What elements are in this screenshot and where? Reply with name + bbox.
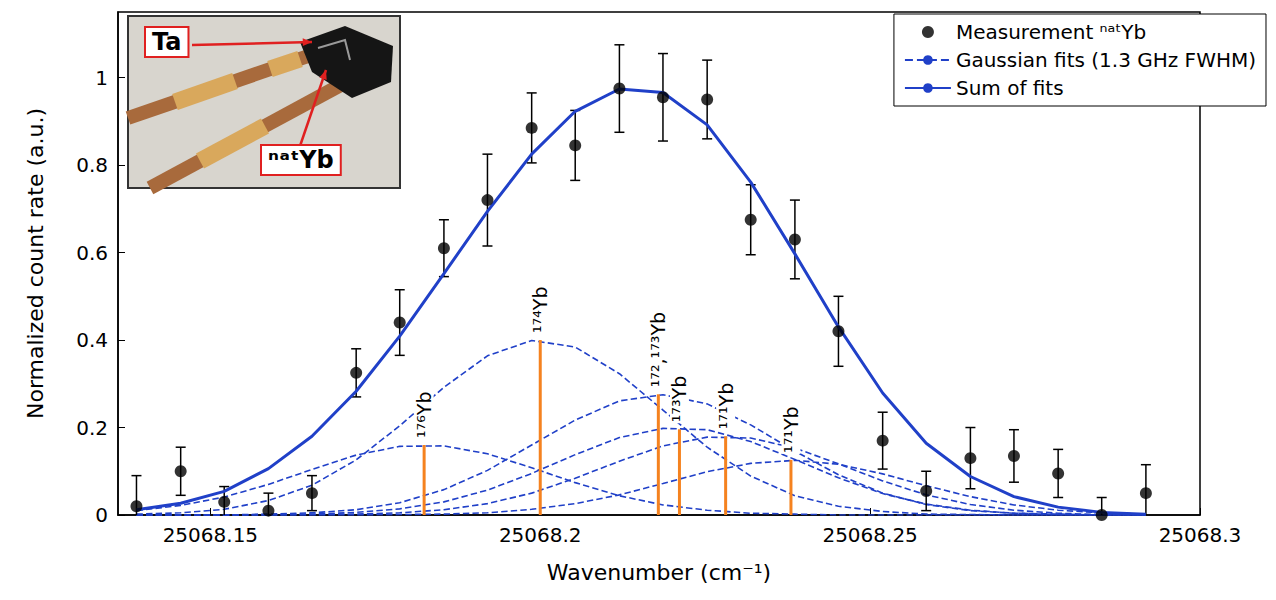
svg-text:0.8: 0.8 — [76, 153, 108, 177]
svg-text:Normalized count rate (a.u.): Normalized count rate (a.u.) — [23, 108, 48, 419]
svg-text:0.6: 0.6 — [76, 241, 108, 265]
svg-text:Ta: Ta — [152, 28, 181, 56]
svg-text:25068.2: 25068.2 — [499, 523, 582, 547]
svg-text:¹⁷²,¹⁷³Yb: ¹⁷²,¹⁷³Yb — [647, 312, 669, 387]
svg-text:0.4: 0.4 — [76, 328, 108, 352]
svg-text:¹⁷¹Yb: ¹⁷¹Yb — [780, 406, 802, 453]
svg-text:0: 0 — [95, 503, 108, 527]
svg-text:1: 1 — [95, 66, 108, 90]
svg-text:Sum of fits: Sum of fits — [956, 76, 1064, 100]
svg-text:25068.25: 25068.25 — [822, 523, 917, 547]
svg-text:Gaussian fits (1.3 GHz FWHM): Gaussian fits (1.3 GHz FWHM) — [956, 48, 1256, 72]
svg-text:25068.15: 25068.15 — [163, 523, 258, 547]
svg-text:ⁿᵃᵗYb: ⁿᵃᵗYb — [268, 146, 334, 174]
svg-text:25068.3: 25068.3 — [1159, 523, 1242, 547]
svg-text:Wavenumber (cm⁻¹): Wavenumber (cm⁻¹) — [547, 560, 771, 585]
svg-text:0.2: 0.2 — [76, 416, 108, 440]
svg-text:¹⁷⁴Yb: ¹⁷⁴Yb — [529, 287, 551, 334]
svg-text:¹⁷⁶Yb: ¹⁷⁶Yb — [413, 391, 435, 438]
svg-text:Measurement ⁿᵃᵗYb: Measurement ⁿᵃᵗYb — [956, 20, 1146, 44]
svg-text:¹⁷³Yb: ¹⁷³Yb — [668, 376, 690, 423]
svg-text:¹⁷¹Yb: ¹⁷¹Yb — [715, 383, 737, 430]
